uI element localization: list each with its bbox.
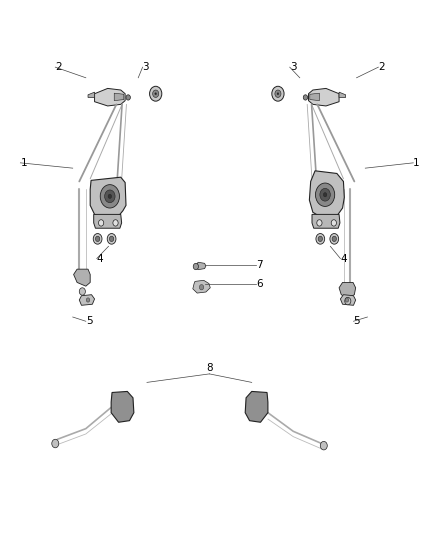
Circle shape — [331, 220, 336, 226]
Polygon shape — [94, 214, 122, 228]
Text: 1: 1 — [413, 158, 420, 168]
Circle shape — [108, 194, 112, 198]
Text: 3: 3 — [143, 62, 149, 72]
Circle shape — [107, 233, 116, 244]
Polygon shape — [79, 295, 95, 305]
Text: 2: 2 — [378, 62, 385, 72]
Circle shape — [150, 86, 162, 101]
Polygon shape — [95, 88, 125, 106]
Circle shape — [95, 236, 100, 241]
Circle shape — [345, 297, 351, 305]
Polygon shape — [339, 92, 346, 98]
Circle shape — [317, 220, 322, 226]
Circle shape — [275, 90, 281, 98]
Circle shape — [52, 439, 59, 448]
Polygon shape — [88, 92, 95, 98]
Circle shape — [345, 298, 349, 302]
Polygon shape — [114, 93, 124, 101]
Circle shape — [79, 288, 85, 295]
Circle shape — [110, 236, 114, 241]
Circle shape — [315, 183, 335, 206]
Circle shape — [332, 236, 336, 241]
Circle shape — [316, 233, 325, 244]
Polygon shape — [308, 88, 339, 106]
Polygon shape — [309, 171, 344, 217]
Polygon shape — [90, 177, 126, 217]
Text: 2: 2 — [55, 62, 62, 72]
Circle shape — [105, 190, 115, 203]
Circle shape — [155, 93, 156, 95]
Polygon shape — [312, 214, 340, 228]
Circle shape — [113, 220, 118, 226]
Circle shape — [320, 441, 327, 450]
Text: 1: 1 — [20, 158, 27, 168]
Polygon shape — [310, 93, 319, 101]
Circle shape — [277, 93, 279, 95]
Text: 6: 6 — [256, 279, 263, 288]
Circle shape — [152, 90, 159, 98]
Text: 7: 7 — [256, 261, 263, 270]
Text: 4: 4 — [340, 254, 347, 263]
Text: 5: 5 — [86, 316, 92, 326]
Circle shape — [320, 188, 330, 201]
Polygon shape — [111, 391, 134, 422]
Circle shape — [100, 184, 120, 208]
Polygon shape — [193, 280, 210, 293]
Circle shape — [272, 86, 284, 101]
Circle shape — [86, 298, 90, 302]
Circle shape — [93, 233, 102, 244]
Circle shape — [330, 233, 339, 244]
Circle shape — [323, 192, 327, 197]
Circle shape — [303, 95, 307, 100]
Circle shape — [318, 236, 322, 241]
Text: 8: 8 — [206, 362, 213, 373]
Text: 3: 3 — [290, 62, 297, 72]
Circle shape — [199, 285, 204, 290]
Polygon shape — [245, 391, 268, 422]
Polygon shape — [340, 295, 356, 305]
Polygon shape — [339, 282, 356, 298]
Circle shape — [99, 220, 104, 226]
Polygon shape — [196, 262, 206, 270]
Text: 5: 5 — [353, 316, 360, 326]
Circle shape — [126, 95, 131, 100]
Polygon shape — [74, 269, 90, 286]
Circle shape — [193, 263, 198, 270]
Text: 4: 4 — [97, 254, 103, 263]
